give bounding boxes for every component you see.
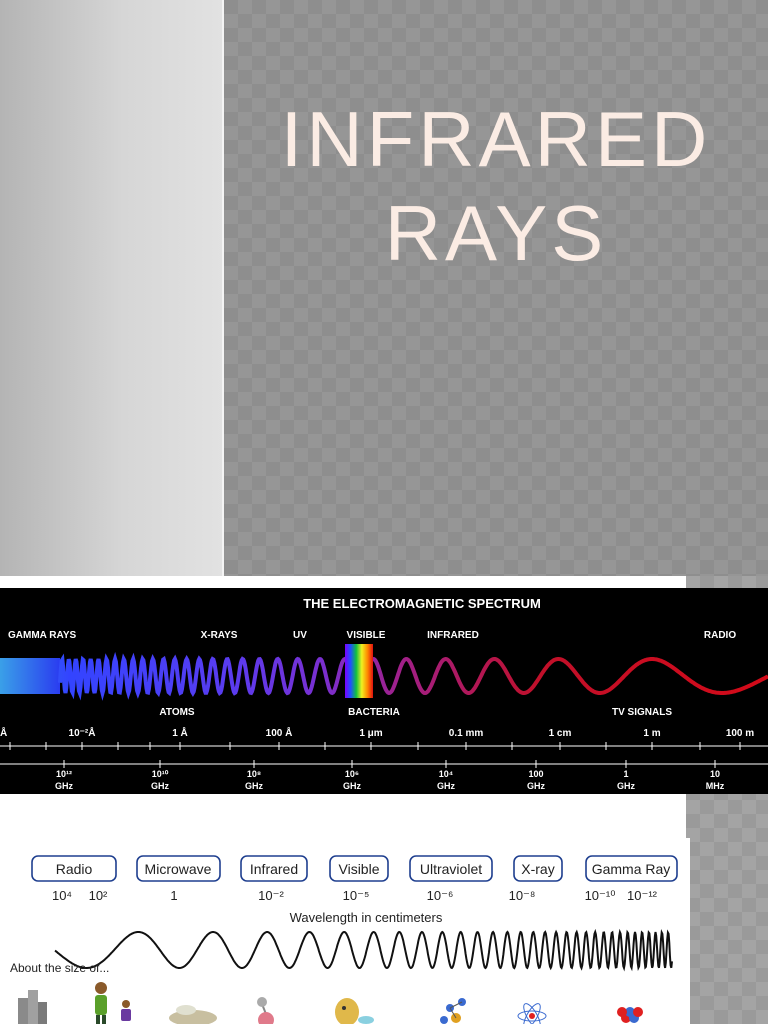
band-box-microwave [136, 855, 221, 882]
em-spectrum-title: THE ELECTROMAGNETIC SPECTRUM [303, 596, 541, 611]
left-gradient-panel [0, 0, 224, 576]
scale-band-values: 10⁴ 10² 1 10⁻² 10⁻⁵ 10⁻⁶ 10⁻⁸ 10⁻¹⁰ 10⁻¹… [52, 888, 658, 903]
em-frequency-0-unit: GHz [55, 781, 74, 791]
em-wavelength-2: 1 Å [172, 726, 188, 739]
size-caption: About the size of... [10, 961, 109, 975]
em-wavelength-1: 10⁻²Å [69, 726, 96, 739]
scale-wave [54, 928, 673, 972]
em-frequency-2-unit: GHz [245, 781, 264, 791]
em-frequency-labels: 10¹² GHz 10¹⁰ GHz 10⁸ GHz 10⁶ GHz 10⁴ GH… [55, 769, 725, 791]
slide-title: INFRARED RAYS [224, 92, 768, 280]
em-wave [58, 651, 768, 701]
band-value-xray: 10⁻⁸ [509, 888, 536, 903]
building-icon [18, 990, 47, 1024]
band-label-infrared: Infrared [250, 861, 298, 877]
em-frequency-5: 100 [528, 769, 543, 779]
band-value-infrared: 10⁻² [258, 888, 284, 903]
em-band-xrays: X-RAYS [201, 630, 238, 641]
band-label-gamma: Gamma Ray [592, 861, 671, 877]
scale-band-labels: Radio Microwave Infrared Visible Ultravi… [56, 861, 671, 877]
band-value-ultraviolet: 10⁻⁶ [427, 888, 454, 903]
people-icon [95, 982, 131, 1024]
wavelength-axis-label: Wavelength in centimeters [290, 910, 443, 925]
atomic-nucleus-icon [617, 1007, 643, 1023]
em-object-bacteria: BACTERIA [348, 707, 400, 718]
scale-band-boxes [31, 855, 678, 882]
em-object-labels: ATOMS BACTERIA TV SIGNALS [159, 707, 672, 718]
em-wavelength-5: 0.1 mm [449, 728, 484, 739]
band-box-xray [513, 855, 563, 882]
gamma-ray-block [0, 658, 60, 694]
em-wavelength-8: 100 m [726, 728, 754, 739]
band-value-visible: 10⁻⁵ [343, 888, 370, 903]
band-label-radio: Radio [56, 861, 93, 877]
wavelength-scale-image: Radio Microwave Infrared Visible Ultravi… [0, 838, 690, 1024]
em-wavelength-7: 1 m [643, 728, 660, 739]
em-band-radio: RADIO [704, 630, 736, 641]
em-wavelength-0: Å [0, 726, 7, 739]
em-spectrum-image: THE ELECTROMAGNETIC SPECTRUM GAMMA RAYS … [0, 588, 768, 794]
em-frequency-3-unit: GHz [343, 781, 362, 791]
band-box-ultraviolet [409, 855, 493, 882]
em-frequency-2: 10⁸ [247, 769, 261, 779]
em-wavelength-4: 1 μm [359, 728, 382, 739]
em-object-atoms: ATOMS [159, 707, 195, 718]
em-frequency-4-unit: GHz [437, 781, 456, 791]
band-box-radio [31, 855, 117, 882]
em-frequency-1-unit: GHz [151, 781, 170, 791]
visible-light-band [345, 644, 373, 698]
em-frequency-6-unit: GHz [617, 781, 636, 791]
band-label-xray: X-ray [521, 861, 554, 877]
size-illustrations [18, 982, 643, 1024]
em-band-visible: VISIBLE [347, 630, 386, 641]
band-value-gamma-2: 10⁻¹² [627, 888, 658, 903]
protozoan-icon [335, 998, 374, 1024]
title-line-2: RAYS [384, 189, 608, 277]
em-band-labels: GAMMA RAYS X-RAYS UV VISIBLE INFRARED RA… [8, 630, 736, 641]
band-value-microwave: 1 [170, 888, 177, 903]
band-value-radio-2: 10² [89, 888, 108, 903]
band-label-microwave: Microwave [145, 861, 212, 877]
band-box-infrared [240, 855, 308, 882]
em-wavelength-3: 100 Å [266, 726, 293, 739]
molecule-icon [440, 998, 466, 1024]
em-frequency-3: 10⁶ [345, 769, 359, 779]
em-wavelength-6: 1 cm [549, 728, 572, 739]
em-band-uv: UV [293, 630, 307, 641]
bee-icon [169, 1005, 217, 1024]
em-frequency-7: 10 [710, 769, 720, 779]
em-frequency-6: 1 [623, 769, 628, 779]
band-box-gamma [585, 855, 678, 882]
title-line-1: INFRARED [280, 95, 712, 183]
image-border-top [0, 576, 686, 588]
em-frequency-1: 10¹⁰ [152, 769, 169, 779]
em-band-gamma: GAMMA RAYS [8, 630, 76, 641]
atom-icon [517, 1003, 547, 1024]
em-frequency-7-unit: MHz [706, 781, 725, 791]
pinhead-icon [257, 997, 274, 1024]
em-frequency-0: 10¹² [56, 769, 72, 779]
band-box-visible [329, 855, 389, 882]
em-frequency-5-unit: GHz [527, 781, 546, 791]
band-value-gamma-1: 10⁻¹⁰ [585, 888, 616, 903]
em-band-infrared: INFRARED [427, 630, 479, 641]
image-border-middle [0, 794, 686, 838]
title-background [224, 0, 768, 576]
band-label-ultraviolet: Ultraviolet [420, 861, 482, 877]
em-scale-lines [0, 742, 768, 768]
em-wavelength-labels: Å 10⁻²Å 1 Å 100 Å 1 μm 0.1 mm 1 cm 1 m 1… [0, 726, 754, 739]
em-frequency-4: 10⁴ [439, 769, 453, 779]
band-label-visible: Visible [339, 861, 380, 877]
em-object-tv-signals: TV SIGNALS [612, 707, 672, 718]
band-value-radio-1: 10⁴ [52, 888, 72, 903]
